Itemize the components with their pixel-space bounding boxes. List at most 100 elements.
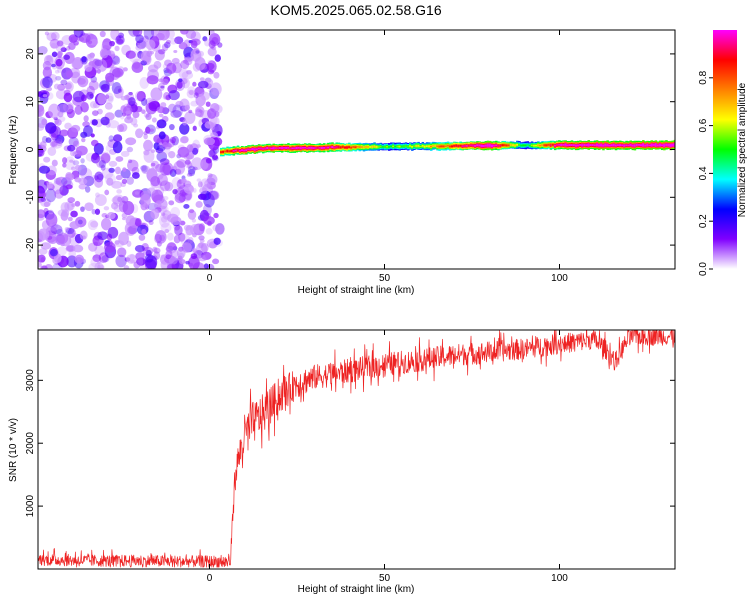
band-cell (268, 147, 271, 149)
colorbar: 0.0 0.2 0.4 0.6 0.8 Normalized spectral ampl… (698, 30, 748, 276)
noise-cell (45, 55, 52, 63)
noise-cell (151, 117, 157, 123)
noise-cell (131, 62, 144, 73)
noise-cell (43, 201, 51, 207)
noise-cell (188, 109, 193, 114)
band-cell (276, 147, 280, 150)
noise-cell (80, 102, 89, 113)
noise-cell (167, 103, 177, 113)
band-cell (516, 144, 519, 146)
band-cell (562, 143, 565, 146)
noise-cell (206, 177, 216, 185)
y-tick-label: -10 (25, 190, 36, 205)
band-cell (236, 149, 240, 152)
noise-cell (154, 49, 165, 61)
band-cell (572, 144, 576, 147)
band-cell (549, 144, 553, 147)
band-cell (251, 147, 254, 151)
noise-cell (160, 222, 172, 233)
noise-cell (210, 132, 218, 138)
colorbar-tick-label: 0.0 (698, 262, 709, 276)
noise-cell (164, 181, 174, 192)
noise-cell (77, 219, 83, 225)
band-cell (352, 146, 355, 148)
noise-cell (148, 220, 154, 226)
noise-cell (186, 172, 193, 177)
noise-cell (127, 159, 139, 172)
noise-cell (49, 138, 57, 148)
noise-cell (66, 245, 75, 252)
noise-cell (126, 176, 134, 185)
noise-cell (145, 126, 151, 134)
noise-cell (200, 91, 210, 101)
noise-cell (162, 141, 169, 148)
noise-cell (214, 54, 221, 62)
noise-cell (45, 212, 58, 228)
noise-cell (162, 78, 169, 85)
noise-cell (120, 150, 130, 157)
noise-cell (205, 228, 213, 235)
noise-cell (168, 200, 175, 206)
noise-cell (72, 244, 84, 253)
band-cell (243, 149, 246, 152)
noise-cell (199, 187, 208, 195)
noise-cell (183, 204, 190, 209)
noise-cell (156, 151, 168, 162)
noise-cell (90, 257, 101, 268)
noise-cell (187, 209, 197, 220)
noise-cell (145, 255, 158, 269)
noise-cell (128, 91, 133, 96)
band-cell (320, 146, 324, 150)
noise-cell (40, 242, 52, 250)
noise-cell (166, 232, 174, 241)
noise-cell (70, 166, 76, 171)
noise-cell (205, 252, 212, 260)
noise-cell (143, 30, 155, 40)
noise-cell (38, 190, 47, 199)
band-cell (297, 146, 301, 149)
band-cell (278, 146, 282, 149)
noise-cell (94, 171, 104, 183)
noise-cell (65, 184, 73, 190)
noise-cell (114, 240, 125, 248)
noise-cell (96, 173, 104, 181)
noise-cell (160, 102, 167, 108)
colorbar-tick-label: 0.6 (698, 118, 709, 132)
band-cell (230, 150, 233, 152)
noise-cell (189, 224, 200, 236)
band-cell (383, 145, 387, 148)
noise-cell (199, 77, 205, 82)
colorbar-tick-label: 0.2 (698, 214, 709, 228)
band-cell (417, 145, 420, 147)
noise-cell (84, 185, 91, 193)
band-cell (503, 144, 506, 147)
noise-cell (172, 104, 183, 118)
noise-cell (113, 134, 123, 143)
noise-cell (104, 241, 116, 253)
noise-cell (143, 139, 153, 152)
band-cell (266, 146, 269, 150)
noise-cell (157, 186, 165, 195)
figure-title: KOM5.2025.065.02.58.G16 (270, 2, 441, 18)
noise-cell (150, 175, 161, 187)
noise-cell (41, 265, 48, 269)
noise-cell (104, 173, 116, 186)
snr-series-line (38, 330, 675, 568)
band-cell (413, 145, 416, 147)
noise-cell (111, 202, 119, 210)
colorbar-ticks: 0.0 0.2 0.4 0.6 0.8 (698, 70, 713, 276)
noise-cell (42, 76, 53, 88)
noise-cell (93, 241, 98, 246)
band-cell (346, 146, 349, 149)
noise-cell (153, 60, 162, 69)
noise-cell (142, 55, 151, 63)
noise-cell (134, 191, 139, 195)
noise-cell (94, 177, 104, 188)
noise-cell (112, 194, 125, 207)
band-cell (509, 144, 513, 146)
spectrogram-x-axis: 0 50 100 (207, 30, 568, 284)
band-cell (341, 145, 345, 148)
noise-cell (38, 209, 46, 219)
band-cell (255, 148, 259, 151)
band-cell (484, 144, 488, 147)
